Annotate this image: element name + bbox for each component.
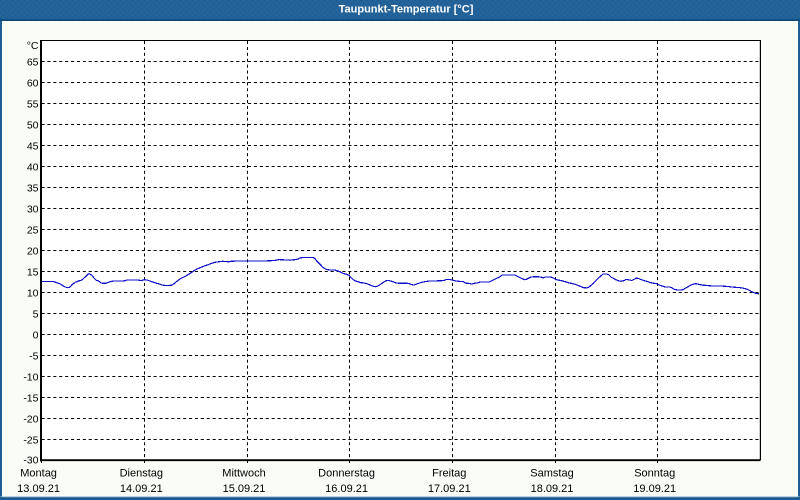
svg-text:50: 50	[27, 120, 39, 132]
svg-text:Mittwoch: Mittwoch	[222, 468, 265, 480]
svg-text:19.09.21: 19.09.21	[633, 483, 676, 495]
svg-text:15: 15	[27, 267, 39, 279]
svg-text:-5: -5	[29, 351, 38, 363]
svg-text:Taupunkt-Temperatur [°C]: Taupunkt-Temperatur [°C]	[339, 4, 474, 16]
svg-text:17.09.21: 17.09.21	[428, 483, 471, 495]
svg-text:Dienstag: Dienstag	[120, 468, 163, 480]
svg-text:14.09.21: 14.09.21	[120, 483, 163, 495]
svg-text:-20: -20	[23, 414, 38, 426]
svg-text:16.09.21: 16.09.21	[325, 483, 368, 495]
svg-text:45: 45	[27, 141, 39, 153]
svg-text:0: 0	[33, 330, 39, 342]
svg-text:40: 40	[27, 162, 39, 174]
svg-text:-30: -30	[23, 454, 38, 466]
svg-text:65: 65	[27, 57, 39, 69]
svg-text:15.09.21: 15.09.21	[223, 483, 266, 495]
svg-text:Samstag: Samstag	[530, 468, 573, 480]
svg-text:-15: -15	[23, 393, 38, 405]
svg-text:°C: °C	[27, 40, 39, 52]
svg-text:18.09.21: 18.09.21	[531, 483, 574, 495]
svg-text:Freitag: Freitag	[432, 468, 466, 480]
svg-text:60: 60	[27, 78, 39, 90]
svg-text:Montag: Montag	[20, 468, 57, 480]
svg-text:10: 10	[27, 288, 39, 300]
svg-text:Donnerstag: Donnerstag	[318, 468, 375, 480]
svg-text:20: 20	[27, 246, 39, 258]
svg-text:13.09.21: 13.09.21	[17, 483, 60, 495]
svg-text:Sonntag: Sonntag	[634, 468, 675, 480]
svg-text:55: 55	[27, 99, 39, 111]
svg-text:30: 30	[27, 204, 39, 216]
svg-text:25: 25	[27, 225, 39, 237]
svg-text:35: 35	[27, 183, 39, 195]
svg-text:-25: -25	[23, 435, 38, 447]
svg-text:-10: -10	[23, 372, 38, 384]
svg-text:5: 5	[33, 309, 39, 321]
